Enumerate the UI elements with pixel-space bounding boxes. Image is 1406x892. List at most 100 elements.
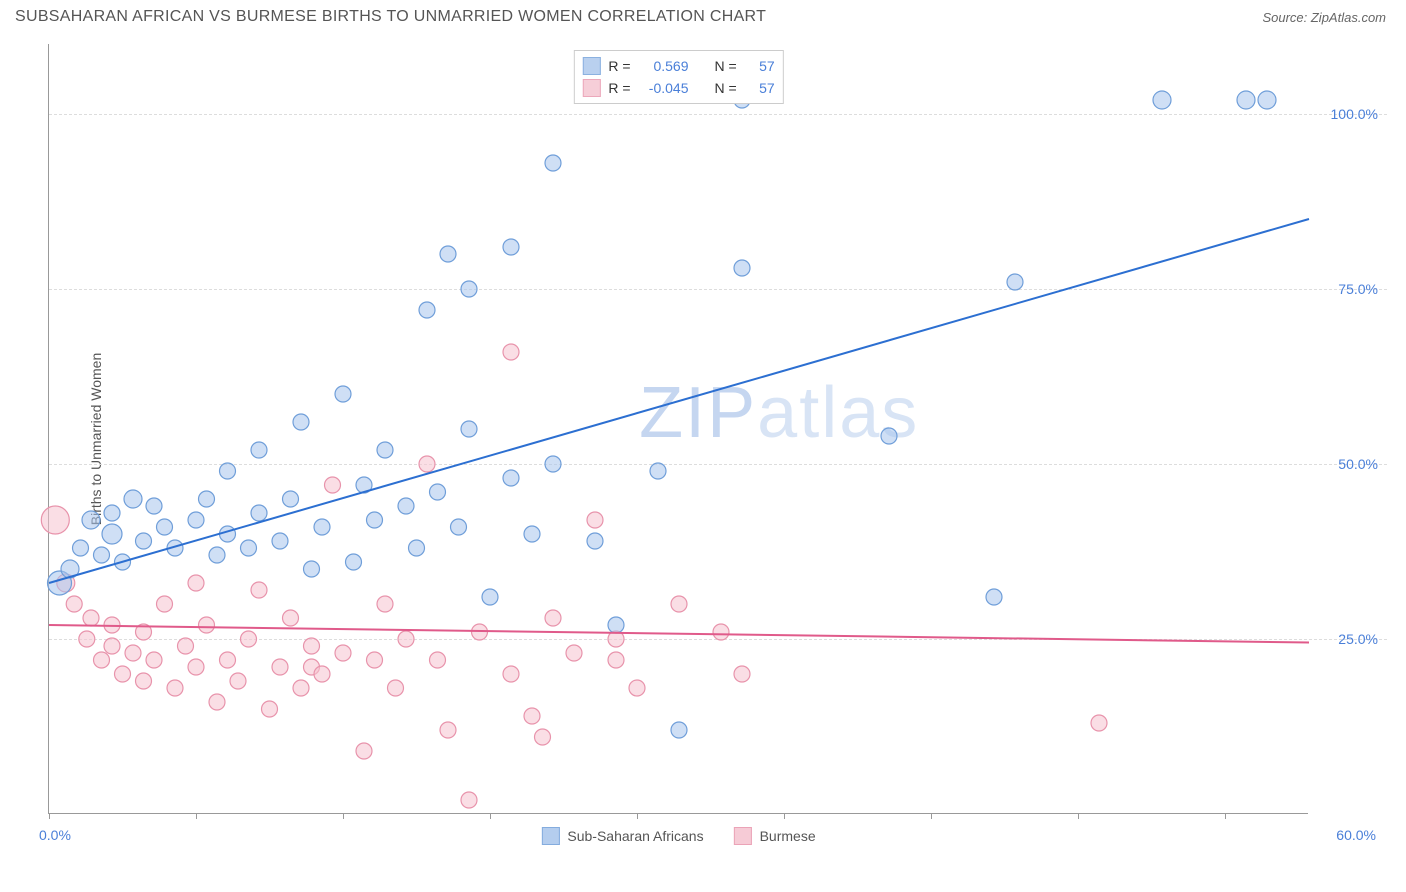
scatter-point (734, 260, 750, 276)
scatter-point (398, 631, 414, 647)
scatter-point (629, 680, 645, 696)
scatter-point (545, 456, 561, 472)
scatter-point (461, 792, 477, 808)
scatter-point (1007, 274, 1023, 290)
chart-container: Births to Unmarried Women ZIPatlas 25.0%… (48, 44, 1386, 834)
n-label: N = (715, 80, 737, 96)
scatter-point (104, 505, 120, 521)
scatter-point (209, 547, 225, 563)
scatter-point (986, 589, 1002, 605)
scatter-point (377, 442, 393, 458)
scatter-point (124, 490, 142, 508)
scatter-point (524, 526, 540, 542)
scatter-point (251, 505, 267, 521)
scatter-point (335, 645, 351, 661)
scatter-point (83, 610, 99, 626)
scatter-point (608, 652, 624, 668)
scatter-point (220, 463, 236, 479)
scatter-point (262, 701, 278, 717)
scatter-point (430, 652, 446, 668)
scatter-point (94, 547, 110, 563)
scatter-point (566, 645, 582, 661)
scatter-point (1258, 91, 1276, 109)
n-value: 57 (745, 58, 775, 74)
scatter-point (671, 722, 687, 738)
scatter-point (283, 610, 299, 626)
scatter-point (272, 533, 288, 549)
scatter-point (545, 155, 561, 171)
scatter-point (188, 512, 204, 528)
scatter-point (199, 491, 215, 507)
scatter-point (461, 421, 477, 437)
scatter-point (79, 631, 95, 647)
r-value: 0.569 (639, 58, 689, 74)
scatter-point (157, 519, 173, 535)
chart-source: Source: ZipAtlas.com (1262, 10, 1386, 25)
legend-item: Burmese (734, 827, 816, 845)
scatter-point (199, 617, 215, 633)
scatter-point (482, 589, 498, 605)
chart-title: SUBSAHARAN AFRICAN VS BURMESE BIRTHS TO … (15, 8, 766, 26)
scatter-point (314, 519, 330, 535)
scatter-point (293, 414, 309, 430)
scatter-point (304, 638, 320, 654)
scatter-point (367, 652, 383, 668)
scatter-point (524, 708, 540, 724)
scatter-point (241, 540, 257, 556)
plot-area: ZIPatlas 25.0%50.0%75.0%100.0% 0.0% 60.0… (48, 44, 1308, 814)
scatter-point (587, 533, 603, 549)
scatter-point (66, 596, 82, 612)
xaxis-max-label: 60.0% (1336, 827, 1376, 843)
scatter-point (1237, 91, 1255, 109)
scatter-point (335, 386, 351, 402)
legend-item: Sub-Saharan Africans (541, 827, 703, 845)
trendline (49, 625, 1309, 643)
scatter-point (367, 512, 383, 528)
scatter-point (178, 638, 194, 654)
r-value: -0.045 (639, 80, 689, 96)
scatter-point (146, 652, 162, 668)
scatter-point (230, 673, 246, 689)
scatter-point (304, 561, 320, 577)
legend-label: Burmese (760, 828, 816, 844)
scatter-point (503, 239, 519, 255)
legend-swatch (582, 57, 600, 75)
scatter-point (115, 666, 131, 682)
scatter-point (356, 743, 372, 759)
scatter-point (409, 540, 425, 556)
scatter-point (293, 680, 309, 696)
scatter-svg (49, 44, 1387, 814)
scatter-point (503, 666, 519, 682)
correlation-row: R =0.569N =57 (582, 55, 774, 77)
scatter-point (209, 694, 225, 710)
scatter-point (251, 442, 267, 458)
scatter-point (671, 596, 687, 612)
scatter-point (503, 344, 519, 360)
scatter-point (377, 596, 393, 612)
scatter-point (41, 506, 69, 534)
scatter-point (545, 610, 561, 626)
legend-swatch (582, 79, 600, 97)
scatter-point (346, 554, 362, 570)
scatter-point (102, 524, 122, 544)
scatter-point (73, 540, 89, 556)
trendline (49, 219, 1309, 583)
xaxis-min-label: 0.0% (39, 827, 71, 843)
scatter-point (136, 673, 152, 689)
scatter-point (272, 659, 288, 675)
chart-header: SUBSAHARAN AFRICAN VS BURMESE BIRTHS TO … (0, 0, 1406, 30)
scatter-point (125, 645, 141, 661)
scatter-point (734, 666, 750, 682)
scatter-point (419, 302, 435, 318)
scatter-point (157, 596, 173, 612)
correlation-legend: R =0.569N =57R =-0.045N =57 (573, 50, 783, 104)
scatter-point (650, 463, 666, 479)
scatter-point (325, 477, 341, 493)
r-label: R = (608, 80, 630, 96)
n-value: 57 (745, 80, 775, 96)
r-label: R = (608, 58, 630, 74)
scatter-point (881, 428, 897, 444)
legend-swatch (734, 827, 752, 845)
scatter-point (104, 638, 120, 654)
scatter-point (220, 652, 236, 668)
